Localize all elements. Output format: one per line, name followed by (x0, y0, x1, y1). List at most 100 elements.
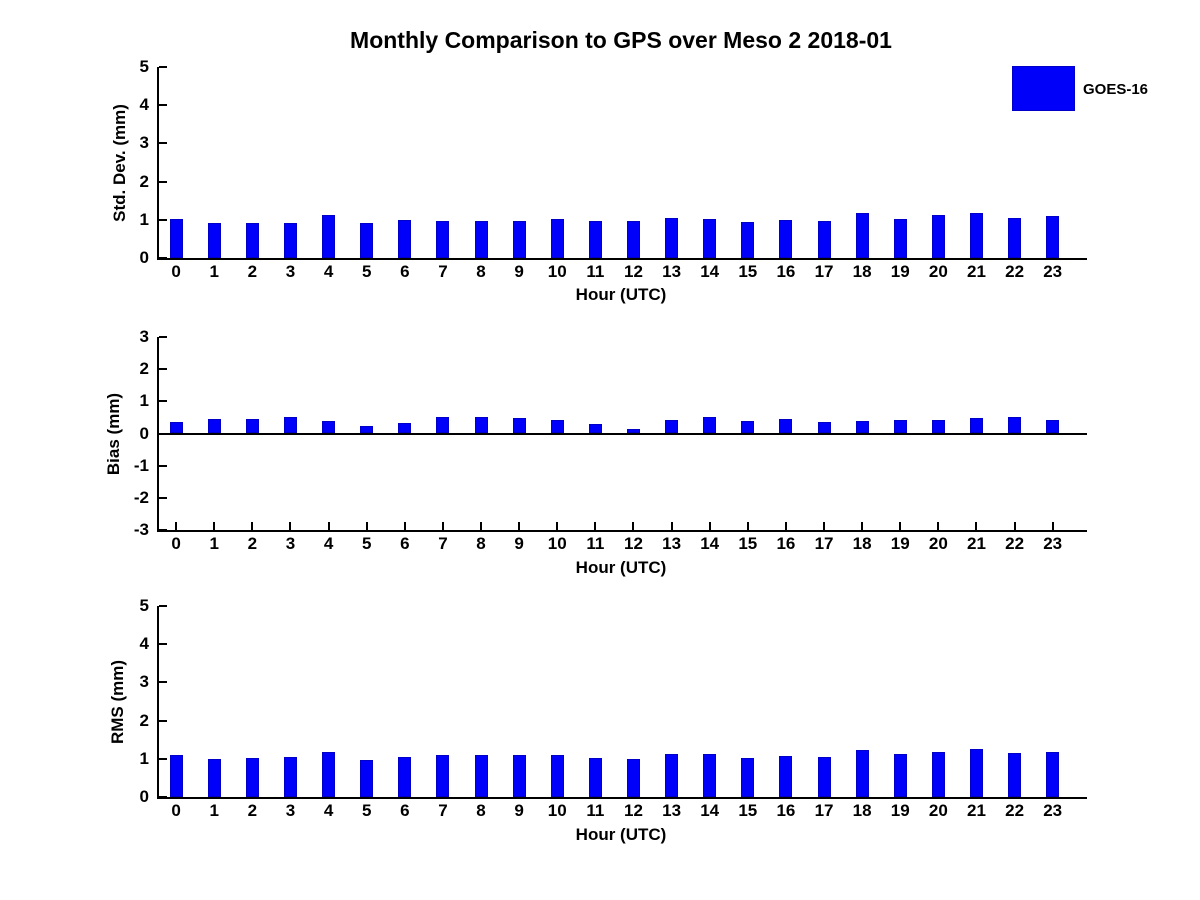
bar (969, 748, 983, 797)
y-tick-label: 3 (139, 133, 149, 153)
x-tick-label: 19 (890, 801, 910, 820)
bar (741, 222, 755, 258)
y-tick-label: 3 (139, 327, 149, 346)
x-tick-label: 17 (814, 534, 834, 553)
bar (169, 754, 183, 797)
bar (1046, 751, 1060, 797)
x-tick-label: 11 (586, 534, 605, 553)
x-tick-label: 6 (400, 534, 410, 553)
x-tick-label: 3 (285, 262, 296, 281)
y-tick (159, 496, 167, 499)
x-tick-label: 2 (247, 801, 258, 820)
x-tick-label: 8 (476, 534, 486, 553)
bar (931, 419, 945, 434)
bar (169, 219, 183, 258)
bar (626, 428, 640, 434)
y-tick (159, 719, 167, 722)
x-tick-label: 20 (928, 534, 948, 553)
bar (550, 754, 564, 797)
x-tick-label: 18 (852, 262, 872, 281)
y-tick (159, 368, 167, 371)
x-tick (556, 522, 559, 530)
bar (893, 753, 907, 797)
plot-area-rms: 0 1 2 3 4 5 0 1 2 3 4 5 6 7 8 9 10 11 12 13 14 15 16 17 18 19 20 21… (140, 596, 1087, 820)
y-tick-label: -2 (133, 487, 149, 507)
y-tick-label: -1 (133, 455, 149, 475)
y-tick-label: 3 (139, 672, 149, 692)
y-tick (159, 104, 167, 107)
x-axis-label-top: Hour (UTC) (575, 285, 667, 304)
bar (474, 755, 488, 797)
bar (1008, 217, 1022, 258)
x-tick-label: 22 (1005, 801, 1025, 820)
bar (779, 756, 793, 797)
x-tick-label: 22 (1005, 262, 1025, 281)
bar (512, 755, 526, 797)
x-tick-label: 7 (438, 534, 448, 553)
x-tick (899, 522, 902, 530)
bar (855, 420, 869, 434)
bar (741, 421, 755, 434)
y-tick-label: 2 (139, 171, 149, 191)
x-tick-label: 13 (662, 801, 682, 820)
x-tick-label: 4 (323, 801, 334, 820)
bar (817, 422, 831, 434)
x-tick (594, 522, 597, 530)
y-tick (159, 400, 167, 403)
x-tick-label: 1 (209, 534, 219, 553)
bar (665, 419, 679, 434)
x-tick (365, 522, 368, 530)
bar (436, 417, 450, 434)
legend-series-label: GOES-16 (1083, 81, 1149, 98)
bar (855, 749, 869, 797)
x-tick-label: 17 (814, 262, 834, 281)
bar (207, 419, 221, 434)
x-tick-label: 11 (586, 801, 605, 820)
x-tick (518, 522, 521, 530)
chart-title: Monthly Comparison to GPS over Meso 2 20… (350, 27, 892, 53)
x-tick (480, 522, 483, 530)
x-tick (1013, 522, 1016, 530)
y-tick (159, 142, 167, 145)
bar (703, 754, 717, 797)
x-tick-label: 19 (890, 262, 910, 281)
x-tick-label: 0 (171, 534, 181, 553)
x-tick-label: 10 (547, 801, 567, 820)
bar (436, 755, 450, 797)
bar (703, 417, 717, 434)
x-tick-label: 14 (700, 801, 720, 820)
x-tick-label: 20 (928, 801, 948, 820)
x-tick (289, 522, 292, 530)
x-tick-label: 13 (662, 534, 682, 553)
x-tick-label: 5 (361, 262, 372, 281)
y-tick-label: 0 (139, 248, 149, 267)
x-tick (1051, 522, 1054, 530)
bar (931, 215, 945, 258)
x-tick-label: 5 (361, 801, 372, 820)
bar (665, 217, 679, 258)
bar (207, 758, 221, 797)
plot-area-std-dev: 0 1 2 3 4 5 0 1 2 3 4 5 6 7 8 9 10 11 12 13 14 15 16 17 18 19 20 21… (140, 57, 1087, 281)
y-tick-label: 1 (139, 391, 149, 411)
x-tick-label: 12 (624, 534, 643, 553)
y-tick (159, 757, 167, 760)
x-tick-label: 3 (285, 534, 296, 553)
x-tick (403, 522, 406, 530)
bar (626, 759, 640, 797)
x-tick-label: 8 (476, 262, 486, 281)
x-tick-label: 6 (400, 262, 410, 281)
x-tick (441, 522, 444, 530)
x-tick-label: 2 (247, 534, 258, 553)
x-tick-label: 9 (514, 534, 524, 553)
bar (360, 426, 374, 434)
x-tick-label: 12 (624, 801, 643, 820)
bar (245, 419, 259, 434)
x-tick-label: 4 (323, 534, 334, 553)
y-axis-label-std-dev: Std. Dev. (mm) (110, 104, 129, 222)
bar (1046, 215, 1060, 258)
bar (817, 756, 831, 797)
x-tick-label: 20 (928, 262, 948, 281)
bar (398, 422, 412, 434)
x-tick-label: 23 (1043, 801, 1063, 820)
bar (1046, 419, 1060, 434)
